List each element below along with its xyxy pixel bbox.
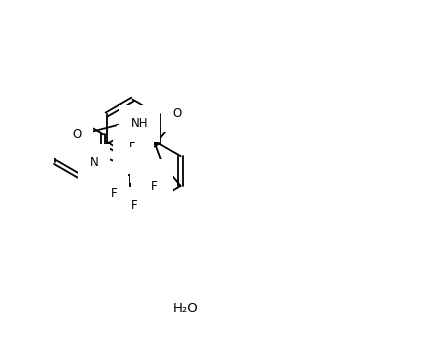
Text: F: F [111, 187, 117, 200]
Text: F: F [130, 199, 137, 212]
Text: NH: NH [131, 117, 148, 130]
Text: F: F [129, 137, 135, 150]
Text: H₂O: H₂O [172, 302, 197, 315]
Text: N: N [89, 156, 98, 169]
Text: Cl: Cl [145, 180, 156, 193]
Text: O: O [172, 107, 181, 120]
Text: NH: NH [125, 149, 142, 162]
Text: O: O [65, 133, 74, 146]
Text: F: F [150, 180, 157, 193]
Text: HN: HN [143, 171, 161, 184]
Text: O: O [72, 128, 81, 141]
